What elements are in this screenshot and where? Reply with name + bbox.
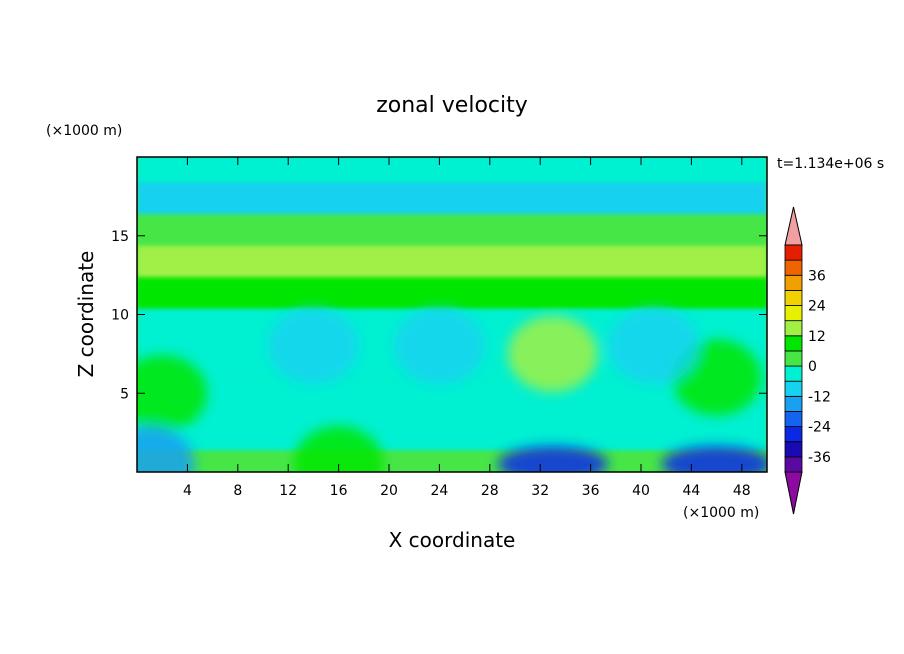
colorbar-swatch: [784, 305, 803, 322]
y-unit-label: (×1000 m): [46, 123, 122, 139]
field-feature: [137, 426, 195, 472]
field-feature: [394, 308, 485, 384]
colorbar-swatch: [784, 274, 803, 291]
x-tick-label: 48: [733, 483, 751, 499]
field-feature: [507, 315, 598, 392]
time-label: t=1.134e+06 s: [777, 156, 884, 172]
field-band: [137, 375, 767, 451]
colorbar-label: -36: [808, 450, 831, 466]
x-tick-label: 40: [632, 483, 650, 499]
field-band: [137, 178, 767, 215]
colorbar-swatch: [784, 365, 803, 382]
colorbar-swatch: [784, 320, 803, 337]
heatmap-field: [137, 157, 767, 472]
colorbar-max-extension: [784, 206, 803, 246]
x-tick-label: 32: [531, 483, 549, 499]
colorbar-swatch: [784, 411, 803, 428]
colorbar-label: 0: [808, 359, 817, 375]
x-tick-label: 16: [330, 483, 348, 499]
colorbar-swatch: [784, 259, 803, 276]
y-axis: 5 10 15: [111, 229, 767, 402]
colorbar-label: 36: [808, 268, 826, 284]
field-band: [137, 157, 767, 183]
field-band: [137, 273, 767, 309]
colorbar-swatch: [784, 395, 803, 412]
field-feature: [608, 308, 699, 384]
x-tick-label: 4: [183, 483, 192, 499]
x-tick-label: 24: [430, 483, 448, 499]
colorbar-swatch: [784, 380, 803, 397]
x-tick-label: 44: [682, 483, 700, 499]
colorbar-min-extension: [784, 471, 803, 515]
heatmap-features: [137, 308, 767, 472]
colorbar-swatch: [784, 426, 803, 443]
y-tick-label: 10: [111, 308, 129, 324]
x-axis: 4 8 12 16 20 24 28 32 36 40 44 48: [183, 157, 751, 499]
colorbar-swatch: [784, 456, 803, 473]
field-band: [137, 241, 767, 278]
field-band: [137, 210, 767, 246]
field-feature: [137, 355, 208, 432]
colorbar-swatch: [784, 350, 803, 367]
x-tick-label: 12: [279, 483, 297, 499]
y-tick-label: 15: [111, 229, 129, 245]
x-tick-label: 8: [233, 483, 242, 499]
colorbar-swatch: [784, 335, 803, 352]
y-tick-label: 5: [120, 386, 129, 402]
y-axis-label: Z coordinate: [74, 251, 98, 378]
colorbar: 36 24 12 0 -12 -24 -36: [784, 206, 831, 515]
field-feature: [497, 446, 608, 472]
field-feature: [661, 446, 767, 472]
colorbar-swatch: [784, 244, 803, 261]
x-tick-label: 28: [481, 483, 499, 499]
colorbar-label: -24: [808, 420, 831, 436]
x-tick-label: 20: [380, 483, 398, 499]
chart-title: zonal velocity: [376, 93, 528, 118]
field-band: [137, 446, 767, 472]
x-axis-label: X coordinate: [389, 528, 516, 552]
colorbar-swatch: [784, 289, 803, 306]
colorbar-label: 24: [808, 299, 826, 315]
colorbar-label: 12: [808, 329, 826, 345]
colorbar-label: -12: [808, 389, 831, 405]
x-unit-label: (×1000 m): [683, 505, 759, 521]
field-feature: [268, 308, 359, 384]
x-tick-label: 36: [582, 483, 600, 499]
colorbar-swatch: [784, 441, 803, 458]
field-feature: [293, 426, 384, 472]
